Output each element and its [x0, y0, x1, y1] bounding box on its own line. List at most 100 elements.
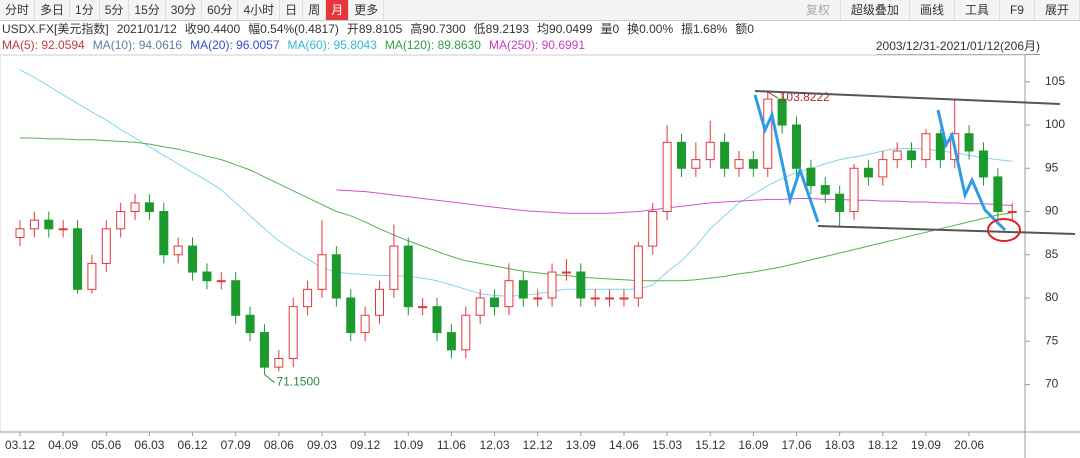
y-tick-label: 100 — [1045, 117, 1065, 131]
candle-body — [475, 297, 485, 316]
candle-body — [691, 159, 701, 169]
info-field: 收90.4400 — [184, 22, 241, 36]
x-tick-label: 05.06 — [91, 438, 121, 452]
ma-legend-entry: MA(250): 90.6991 — [488, 38, 586, 52]
candle-body — [446, 332, 456, 351]
x-tick-label: 13.09 — [566, 438, 596, 452]
x-tick-label: 08.06 — [264, 438, 294, 452]
toolbar-button[interactable]: 复权 — [796, 0, 841, 20]
candle-body — [403, 245, 413, 308]
candle-body — [763, 98, 773, 169]
x-tick-label: 12.03 — [480, 438, 510, 452]
x-tick-label: 09.12 — [350, 438, 380, 452]
toolbar-button[interactable]: 1分 — [70, 0, 100, 20]
candle-body — [130, 202, 140, 213]
candle-body — [993, 176, 1003, 213]
candle-body — [605, 297, 615, 300]
candle-body — [375, 288, 384, 316]
info-field: USDX.FX[美元指数] — [2, 22, 109, 36]
candle-body — [73, 228, 83, 290]
candle-body — [15, 228, 25, 238]
candle-body — [101, 228, 111, 264]
x-tick-label: 19.09 — [911, 438, 941, 452]
x-tick-label: 09.03 — [307, 438, 337, 452]
candle-body — [734, 159, 744, 169]
candle-body — [849, 167, 859, 213]
x-tick-label: 12.12 — [523, 438, 553, 452]
toolbar-button[interactable]: 月 — [326, 0, 350, 20]
candle-body — [288, 306, 298, 360]
candle-body — [518, 280, 528, 299]
x-tick-label: 03.12 — [5, 438, 35, 452]
y-tick-label: 70 — [1045, 377, 1059, 391]
candle-body — [490, 297, 500, 308]
candle-body — [792, 124, 802, 169]
candle-body — [820, 185, 830, 195]
candle-body — [144, 202, 154, 213]
candle-body — [633, 245, 643, 299]
toolbar-button[interactable]: 展开 — [1035, 0, 1080, 20]
candle-body — [533, 297, 543, 300]
candle-body — [590, 297, 600, 300]
toolbar-button[interactable]: 日 — [280, 0, 304, 20]
x-tick-label: 11.06 — [437, 438, 466, 452]
toolbar: 分时 多日 1分 5分 15分 30分 60分 4小时日周月更多 复权 超级叠加 画线 工具 F9 展开 — [0, 0, 1080, 21]
arrow-path — [936, 109, 1007, 232]
candle-body — [173, 245, 183, 256]
x-tick-label: 10.09 — [393, 438, 423, 452]
ma-line — [19, 69, 1013, 297]
candle-body — [892, 150, 902, 161]
toolbar-button[interactable]: 工具 — [955, 0, 1000, 20]
toolbar-button[interactable]: 画线 — [910, 0, 955, 20]
toolbar-button[interactable]: 更多 — [349, 0, 385, 20]
toolbar-button[interactable]: 分时 — [0, 0, 36, 20]
toolbar-button[interactable]: F9 — [1000, 0, 1035, 20]
toolbar-button[interactable]: 超级叠加 — [841, 0, 910, 20]
candle-body — [978, 150, 988, 178]
candle-body — [561, 271, 571, 274]
drawings — [753, 90, 1076, 242]
candle-body — [116, 211, 126, 230]
candle-body — [245, 314, 255, 334]
candle-body — [576, 271, 586, 299]
ma-line — [336, 189, 1013, 214]
x-tick-label: 15.03 — [652, 438, 682, 452]
x-tick-label: 06.03 — [134, 438, 164, 452]
x-tick-label: 18.03 — [825, 438, 855, 452]
info-field: 均90.0499 — [537, 22, 593, 36]
arrow-path — [753, 94, 820, 223]
candle-body — [676, 141, 686, 169]
y-tick-label: 85 — [1045, 247, 1059, 261]
quote-info: USDX.FX[美元指数] 2021/01/12 收90.4400 幅0.54%(0.… — [2, 21, 762, 38]
x-tick-label: 15.12 — [695, 438, 725, 452]
toolbar-button[interactable]: 4小时 — [238, 0, 281, 20]
candle-body — [806, 167, 816, 187]
info-field: 高90.7300 — [410, 22, 466, 36]
toolbar-button[interactable]: 5分 — [100, 0, 130, 20]
toolbar-button[interactable]: 多日 — [35, 0, 71, 20]
toolbar-button[interactable]: 周 — [303, 0, 327, 20]
x-tick-label: 16.09 — [738, 438, 768, 452]
candle-body — [303, 288, 313, 308]
toolbar-button[interactable]: 15分 — [129, 0, 166, 20]
info-field: 额0 — [735, 22, 754, 36]
toolbar-button[interactable]: 60分 — [202, 0, 239, 20]
candle-body — [619, 297, 629, 300]
info-field: 量0 — [600, 22, 620, 36]
candle-body — [461, 314, 471, 351]
candle-body — [777, 98, 787, 126]
candle-body — [274, 358, 284, 368]
toolbar-button[interactable]: 30分 — [166, 0, 203, 20]
candle-body — [58, 228, 68, 231]
candle-body — [216, 280, 226, 283]
candle-body — [878, 159, 888, 178]
candle-body — [317, 254, 327, 290]
ma-legend-entry: MA(60): 95.8043 — [287, 38, 377, 52]
candle-body — [907, 150, 917, 161]
x-tick-label: 14.06 — [609, 438, 639, 452]
info-field: 开89.8105 — [346, 22, 403, 36]
candle-body — [964, 133, 974, 152]
ma-legend: MA(5): 92.0594 MA(10): 94.0616 MA(20): 96.… — [2, 37, 593, 53]
